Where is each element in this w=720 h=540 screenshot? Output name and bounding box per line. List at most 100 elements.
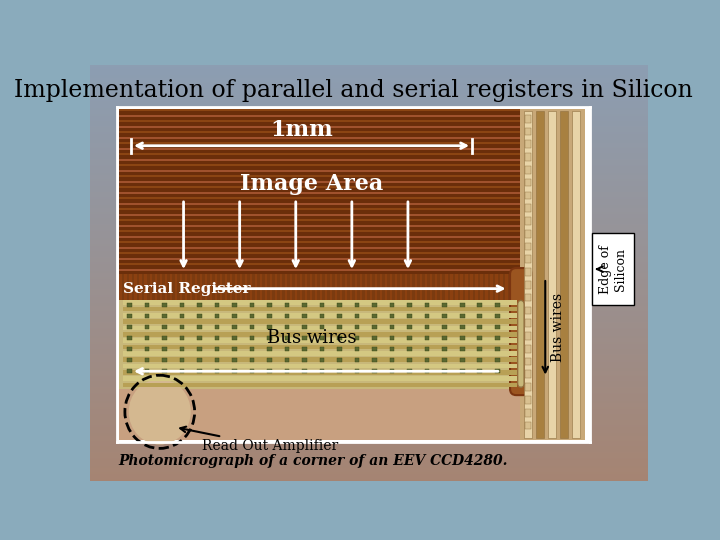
Bar <box>145 325 149 329</box>
Bar <box>120 252 520 254</box>
Bar <box>370 274 372 300</box>
Bar <box>275 274 277 300</box>
Bar <box>525 422 531 429</box>
Bar <box>380 274 382 300</box>
Bar <box>120 129 520 131</box>
Bar <box>442 347 447 351</box>
Bar <box>162 347 167 351</box>
Bar <box>180 314 184 318</box>
Bar <box>120 255 520 257</box>
Bar <box>120 219 520 221</box>
Bar <box>355 369 359 373</box>
Bar <box>425 274 428 300</box>
Bar <box>120 200 520 202</box>
Bar <box>560 111 568 438</box>
Bar <box>120 217 520 218</box>
Bar <box>320 274 323 300</box>
Bar <box>122 307 517 311</box>
Bar <box>145 347 149 351</box>
Bar <box>337 314 342 318</box>
Bar <box>460 303 464 307</box>
Bar <box>525 307 531 314</box>
Bar <box>525 409 531 416</box>
Bar <box>365 274 367 300</box>
Bar <box>267 314 272 318</box>
Bar <box>120 153 520 155</box>
Bar <box>189 274 192 300</box>
Bar <box>477 303 482 307</box>
Bar <box>122 370 517 375</box>
Bar <box>120 123 520 125</box>
FancyBboxPatch shape <box>518 300 524 387</box>
Bar <box>465 274 467 300</box>
Bar <box>525 281 531 289</box>
Bar <box>525 140 531 148</box>
Bar <box>210 274 212 300</box>
Bar <box>120 249 520 251</box>
Bar <box>477 358 482 362</box>
Bar <box>340 274 342 300</box>
Text: Serial Register: Serial Register <box>123 282 251 295</box>
Bar <box>140 274 142 300</box>
Bar <box>302 347 307 351</box>
Bar <box>120 227 520 230</box>
Bar <box>442 358 447 362</box>
Bar <box>267 325 272 329</box>
Bar <box>355 274 357 300</box>
Bar <box>233 325 237 329</box>
Bar <box>284 274 287 300</box>
Bar <box>120 300 520 389</box>
Text: Implementation of parallel and serial registers in Silicon: Implementation of parallel and serial re… <box>14 79 693 102</box>
Bar <box>215 274 217 300</box>
Bar <box>160 274 162 300</box>
Bar <box>150 274 152 300</box>
Bar <box>408 303 412 307</box>
Bar <box>120 137 520 139</box>
Bar <box>442 325 447 329</box>
Bar <box>390 274 392 300</box>
Bar <box>230 274 232 300</box>
Bar <box>162 358 167 362</box>
Bar <box>420 274 423 300</box>
Bar <box>162 314 167 318</box>
Bar <box>460 336 464 340</box>
Bar <box>215 347 220 351</box>
Bar <box>408 336 412 340</box>
Bar <box>525 370 531 378</box>
Bar <box>127 347 132 351</box>
Bar <box>120 203 520 205</box>
Bar <box>410 274 413 300</box>
Bar <box>425 369 430 373</box>
Bar <box>162 303 167 307</box>
Bar <box>120 126 520 128</box>
Bar <box>215 303 220 307</box>
Bar <box>525 230 531 238</box>
Bar <box>510 274 513 300</box>
Bar <box>180 303 184 307</box>
Bar <box>250 347 254 351</box>
Bar <box>233 314 237 318</box>
Bar <box>162 369 167 373</box>
Bar <box>145 303 149 307</box>
Bar <box>233 303 237 307</box>
Bar <box>120 112 520 114</box>
Bar <box>169 274 172 300</box>
Bar <box>442 369 447 373</box>
Bar <box>572 111 580 438</box>
Bar <box>480 274 482 300</box>
Bar <box>120 173 520 174</box>
Bar <box>470 274 472 300</box>
Bar <box>345 274 347 300</box>
Bar <box>372 358 377 362</box>
Bar <box>122 326 517 330</box>
Bar <box>180 369 184 373</box>
FancyBboxPatch shape <box>593 233 634 305</box>
Bar <box>320 336 325 340</box>
Bar <box>372 347 377 351</box>
Bar <box>525 192 531 199</box>
Bar <box>302 358 307 362</box>
Bar <box>285 325 289 329</box>
Bar <box>245 274 247 300</box>
Bar <box>425 303 430 307</box>
Bar <box>475 274 477 300</box>
